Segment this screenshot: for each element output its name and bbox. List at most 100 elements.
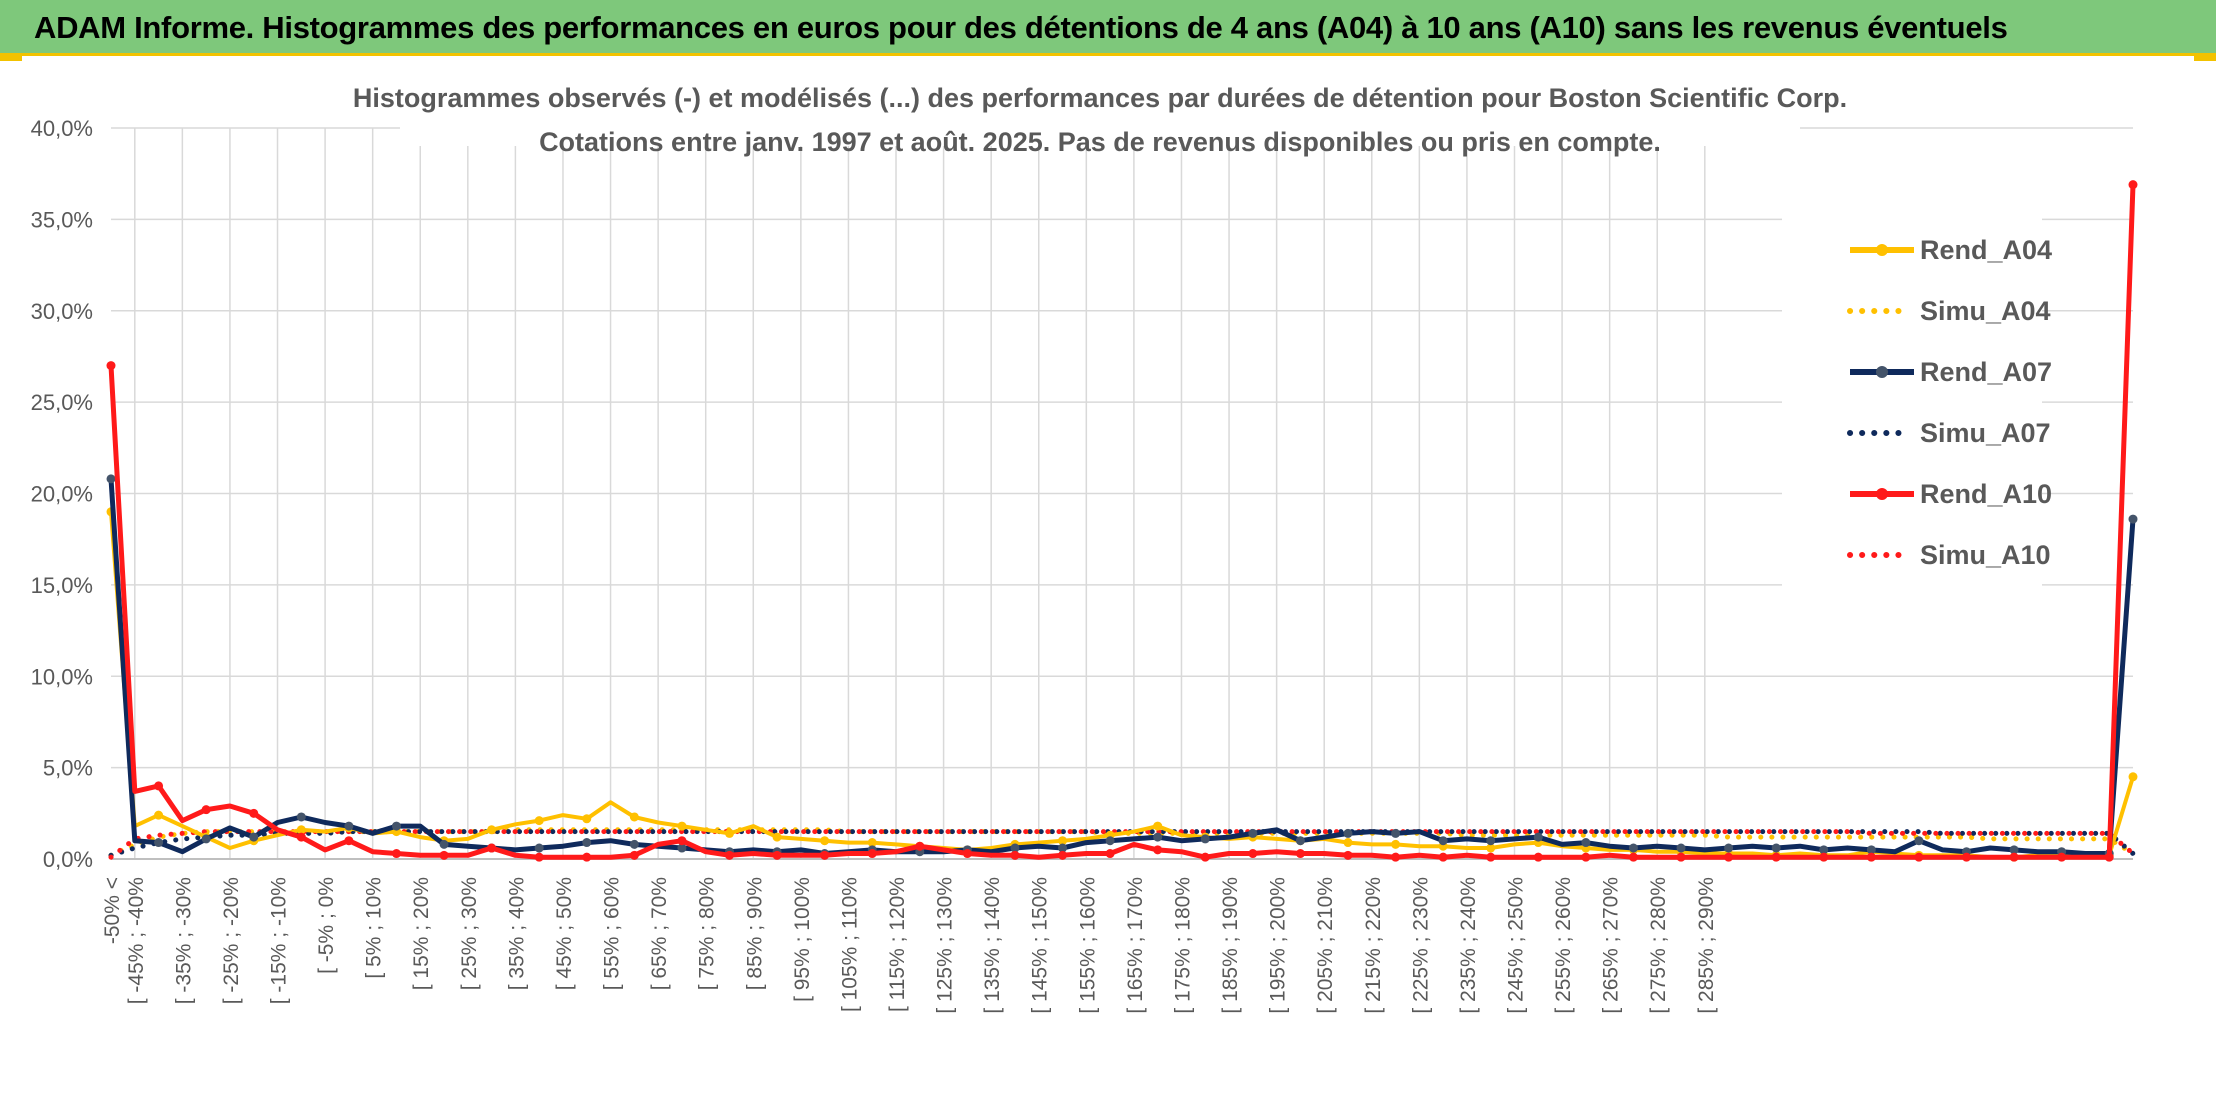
data-point bbox=[1628, 843, 1638, 853]
data-point bbox=[629, 839, 639, 849]
data-point bbox=[391, 821, 401, 831]
data-point bbox=[772, 850, 782, 860]
data-point bbox=[1914, 836, 1924, 846]
y-tick-label: 5,0% bbox=[43, 756, 93, 781]
data-point bbox=[772, 832, 782, 842]
x-tick-label: -50% < bbox=[101, 877, 124, 944]
legend-label: Rend_A10 bbox=[1920, 479, 2052, 509]
legend-label: Simu_A04 bbox=[1920, 296, 2051, 326]
data-point bbox=[582, 852, 592, 862]
data-point bbox=[1486, 843, 1496, 853]
x-tick-label: [ 75% ; 80% bbox=[696, 877, 719, 990]
data-point bbox=[1391, 852, 1401, 862]
x-tick-label: [ -25% ; -20% bbox=[220, 877, 243, 1004]
data-point bbox=[2128, 514, 2138, 524]
x-tick-label: [ -5% ; 0% bbox=[315, 877, 338, 974]
data-point bbox=[154, 781, 164, 791]
histogram-chart: 0,0% 5,0% 10,0% 15,0% 20,0% 25,0% 30,0% 35,0% 40… bbox=[31, 82, 2138, 1014]
y-axis-ticks: 0,0% 5,0% 10,0% 15,0% 20,0% 25,0% 30,0% 35,0% 40… bbox=[31, 116, 93, 872]
y-tick-label: 25,0% bbox=[31, 390, 93, 415]
data-point bbox=[1153, 821, 1163, 831]
data-point bbox=[1200, 834, 1210, 844]
x-tick-label: [ 115% ; 120% bbox=[886, 877, 909, 1012]
x-tick-label: [ 15% ; 20% bbox=[410, 877, 433, 990]
x-tick-label: [ 205% ; 210% bbox=[1314, 877, 1337, 1014]
data-point bbox=[1819, 845, 1829, 855]
x-tick-label: [ 215% ; 220% bbox=[1362, 877, 1385, 1014]
data-point bbox=[1628, 852, 1638, 862]
x-axis-ticks: -50% <[ -45% ; -40% [ -35% ; -30% [ -25% ;… bbox=[101, 877, 1718, 1014]
data-point bbox=[2057, 852, 2067, 862]
series-rend-a10 bbox=[106, 180, 2138, 862]
data-point bbox=[915, 841, 925, 851]
data-point bbox=[344, 836, 354, 846]
x-tick-label: [ 135% ; 140% bbox=[981, 877, 1004, 1014]
legend-label: Simu_A10 bbox=[1920, 540, 2051, 570]
data-point bbox=[1914, 852, 1924, 862]
y-tick-label: 20,0% bbox=[31, 482, 93, 507]
line-simu-a10 bbox=[108, 829, 2136, 860]
data-point bbox=[629, 850, 639, 860]
data-point bbox=[106, 361, 116, 371]
data-point bbox=[1771, 843, 1781, 853]
series-simu-a10 bbox=[108, 829, 2136, 860]
data-point bbox=[106, 474, 116, 484]
data-point bbox=[534, 816, 544, 826]
legend-label: Rend_A04 bbox=[1920, 235, 2052, 265]
data-point bbox=[1533, 852, 1543, 862]
x-tick-label: [ 165% ; 170% bbox=[1124, 877, 1147, 1014]
data-point bbox=[1724, 843, 1734, 853]
x-tick-label: [ 185% ; 190% bbox=[1219, 877, 1242, 1014]
x-tick-label: [ 175% ; 180% bbox=[1171, 877, 1194, 1014]
data-point bbox=[1438, 836, 1448, 846]
data-point bbox=[1581, 852, 1591, 862]
legend-marker bbox=[1876, 244, 1888, 256]
data-point bbox=[439, 850, 449, 860]
data-point bbox=[582, 838, 592, 848]
data-point bbox=[2104, 852, 2114, 862]
data-point bbox=[677, 836, 687, 846]
data-point bbox=[1581, 838, 1591, 848]
series-rend-a07 bbox=[106, 474, 2138, 859]
x-tick-label: [ 155% ; 160% bbox=[1076, 877, 1099, 1014]
data-point bbox=[629, 812, 639, 822]
legend-item-rend-a10: Rend_A10 bbox=[1850, 479, 2052, 509]
chart-series bbox=[106, 180, 2138, 862]
legend-marker bbox=[1876, 488, 1888, 500]
legend-item-rend-a07: Rend_A07 bbox=[1850, 357, 2052, 387]
x-tick-label: [ 45% ; 50% bbox=[553, 877, 576, 990]
data-point bbox=[1058, 850, 1068, 860]
x-tick-label: [ 285% ; 290% bbox=[1695, 877, 1718, 1014]
legend-item-simu-a07: Simu_A07 bbox=[1847, 418, 2051, 448]
legend-item-simu-a04: Simu_A04 bbox=[1847, 296, 2051, 326]
data-point bbox=[154, 810, 164, 820]
data-point bbox=[1724, 852, 1734, 862]
title-backdrop bbox=[400, 82, 1800, 146]
data-point bbox=[820, 836, 830, 846]
chart-titles: Histogrammes observés (-) et modélisés (… bbox=[353, 82, 1847, 157]
x-tick-label: [ 195% ; 200% bbox=[1267, 877, 1290, 1014]
report-banner-title: ADAM Informe. Histogrammes des performan… bbox=[0, 0, 2216, 56]
data-point bbox=[487, 825, 497, 835]
x-tick-label: [ 125% ; 130% bbox=[934, 877, 957, 1014]
x-tick-label: [ 25% ; 30% bbox=[458, 877, 481, 990]
data-point bbox=[867, 849, 877, 859]
data-point bbox=[534, 852, 544, 862]
x-tick-label: [ 95% ; 100% bbox=[791, 877, 814, 1002]
data-point bbox=[391, 849, 401, 859]
line-simu-a07 bbox=[108, 829, 2136, 858]
data-point bbox=[677, 843, 687, 853]
legend-label: Rend_A07 bbox=[1920, 357, 2052, 387]
x-tick-label: [ 275% ; 280% bbox=[1647, 877, 1670, 1014]
y-tick-label: 40,0% bbox=[31, 116, 93, 141]
data-point bbox=[296, 832, 306, 842]
x-tick-label: [ 145% ; 150% bbox=[1029, 877, 1052, 1014]
y-tick-label: 35,0% bbox=[31, 207, 93, 232]
data-point bbox=[1295, 836, 1305, 846]
data-point bbox=[534, 843, 544, 853]
data-point bbox=[1676, 852, 1686, 862]
x-tick-label: [ 35% ; 40% bbox=[505, 877, 528, 990]
data-point bbox=[1058, 836, 1068, 846]
data-point bbox=[344, 821, 354, 831]
data-point bbox=[1961, 852, 1971, 862]
